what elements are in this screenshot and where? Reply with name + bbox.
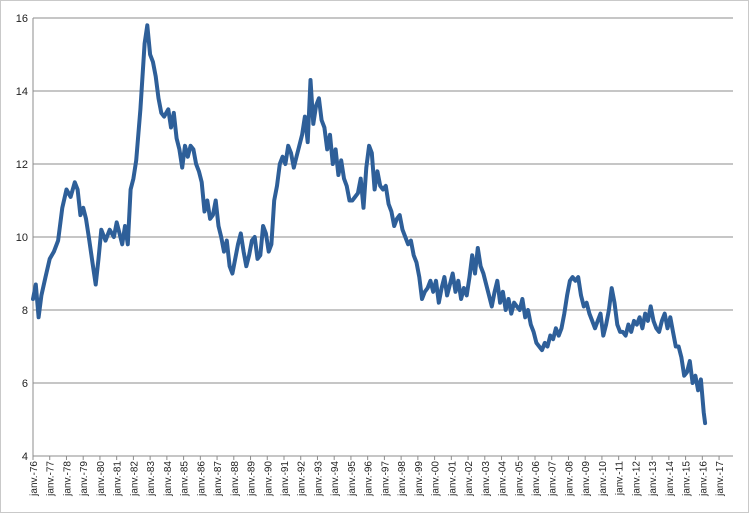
x-tick-label: janv.-91 xyxy=(280,461,291,497)
gridlines xyxy=(33,17,733,457)
x-tick-label: janv.-88 xyxy=(230,461,241,497)
x-tick-label: janv.-87 xyxy=(213,461,224,497)
y-tick-label: 6 xyxy=(22,378,28,390)
y-tick-labels: 4 6 8 10 12 14 16 xyxy=(16,13,28,463)
x-tick-label: janv.-98 xyxy=(397,461,408,497)
x-tick-label: janv.-00 xyxy=(431,461,442,497)
x-tick-label: janv.-96 xyxy=(364,461,375,497)
x-tick-label: janv.-03 xyxy=(481,461,492,497)
x-tick-label: janv.-09 xyxy=(581,461,592,497)
x-tick-label: janv.-84 xyxy=(163,461,174,497)
x-tick-label: janv.-97 xyxy=(380,461,391,497)
y-tick-label: 10 xyxy=(16,232,28,244)
x-tick-labels: janv.-76 janv.-77 janv.-78 janv.-79 janv.-80… xyxy=(29,461,726,497)
x-tick-label: janv.-94 xyxy=(330,461,341,497)
x-tick-label: janv.-83 xyxy=(146,461,157,497)
x-tick-label: janv.-17 xyxy=(715,461,726,497)
x-tick-label: janv.-93 xyxy=(313,461,324,497)
x-tick-label: janv.-81 xyxy=(113,461,124,497)
x-tick-label: janv.-14 xyxy=(665,461,676,497)
x-tick-label: janv.-77 xyxy=(46,461,57,497)
axes xyxy=(32,18,720,460)
x-tick-label: janv.-92 xyxy=(297,461,308,497)
x-tick-label: janv.-08 xyxy=(564,461,575,497)
y-tick-label: 8 xyxy=(22,305,28,317)
x-tick-label: janv.-78 xyxy=(62,461,73,497)
x-tick-label: janv.-11 xyxy=(615,461,626,497)
y-tick-label: 12 xyxy=(16,159,28,171)
x-tick-label: janv.-86 xyxy=(196,461,207,497)
x-tick-label: janv.-04 xyxy=(498,461,509,497)
x-tick-label: janv.-99 xyxy=(414,461,425,497)
series-line xyxy=(31,23,708,426)
x-tick-label: janv.-16 xyxy=(698,461,709,497)
x-tick-label: janv.-13 xyxy=(648,461,659,497)
x-tick-label: janv.-80 xyxy=(96,461,107,497)
x-tick-label: janv.-01 xyxy=(447,461,458,497)
x-tick-label: janv.-02 xyxy=(464,461,475,497)
x-tick-label: janv.-89 xyxy=(247,461,258,497)
x-tick-label: janv.-06 xyxy=(531,461,542,497)
x-tick-label: janv.-95 xyxy=(347,461,358,497)
x-tick-label: janv.-90 xyxy=(263,461,274,497)
x-tick-label: janv.-79 xyxy=(79,461,90,497)
x-tick-label: janv.-76 xyxy=(29,461,40,497)
x-tick-label: janv.-15 xyxy=(682,461,693,497)
x-tick-label: janv.-05 xyxy=(514,461,525,497)
y-tick-label: 16 xyxy=(16,13,28,25)
y-tick-label: 14 xyxy=(16,86,28,98)
series xyxy=(31,23,708,426)
x-tick-label: janv.-10 xyxy=(598,461,609,497)
x-tick-label: janv.-07 xyxy=(548,461,559,497)
y-tick-label: 4 xyxy=(22,451,28,463)
x-tick-label: janv.-85 xyxy=(180,461,191,497)
x-tick-label: janv.-12 xyxy=(631,461,642,497)
x-tick-label: janv.-82 xyxy=(129,461,140,497)
